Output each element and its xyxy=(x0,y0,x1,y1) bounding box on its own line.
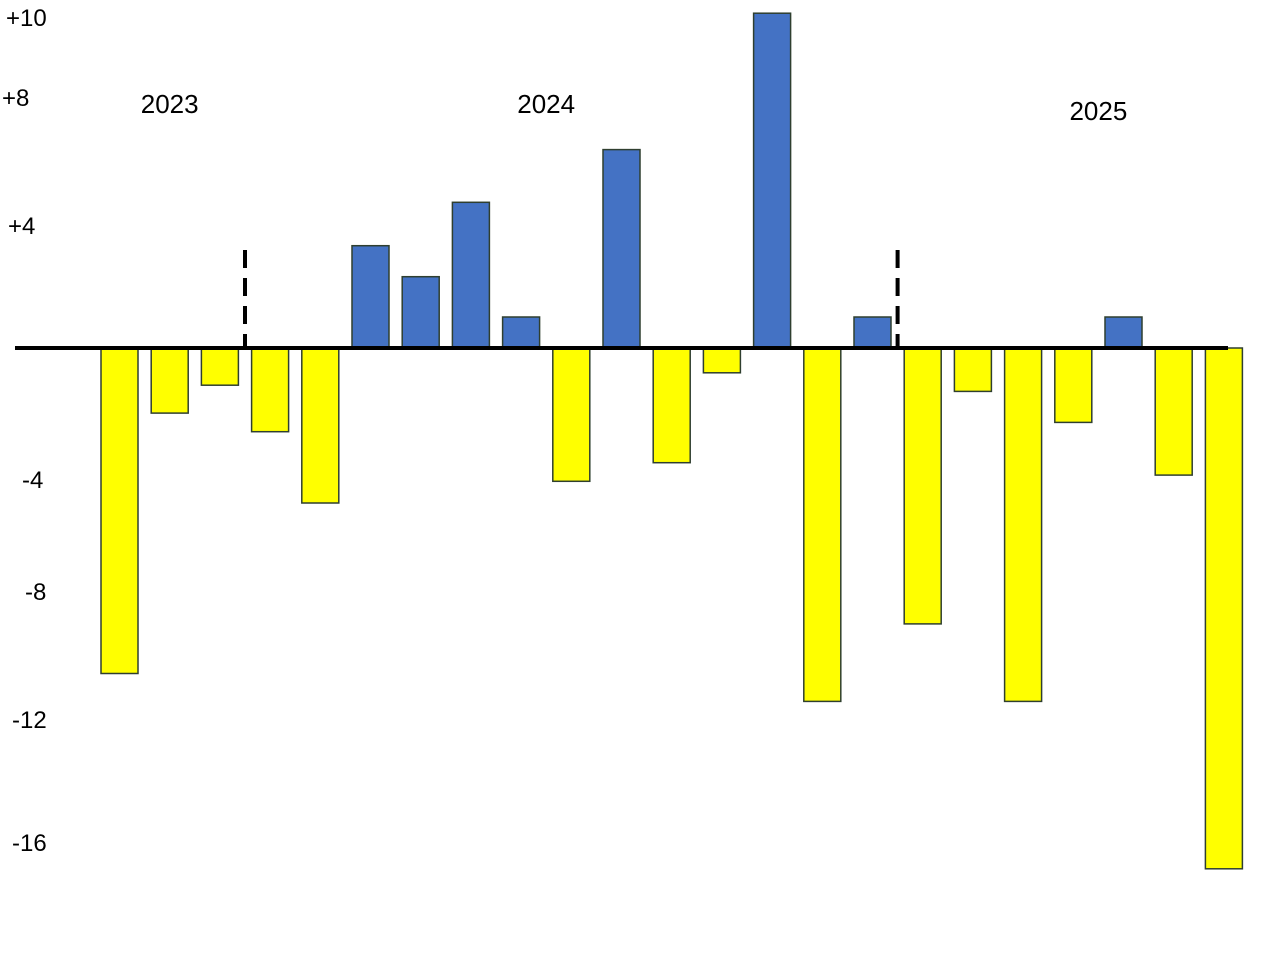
bar-14 xyxy=(752,12,792,349)
bar-22 xyxy=(1154,347,1193,476)
y-tick-label: +10 xyxy=(6,5,47,32)
year-labels: 2023 2024 2025 xyxy=(141,89,1128,126)
bar-17 xyxy=(903,347,942,625)
bar-10 xyxy=(552,347,591,483)
bar-6 xyxy=(351,244,390,349)
bar-8 xyxy=(451,201,491,349)
bar-7 xyxy=(401,275,440,349)
bar-13 xyxy=(702,347,742,374)
bar-23 xyxy=(1204,347,1244,870)
y-tick-label: +8 xyxy=(2,85,29,112)
bar-2 xyxy=(150,347,189,414)
bar-15 xyxy=(803,347,842,703)
bar-21 xyxy=(1104,316,1143,349)
y-tick-labels: +10 +8 +4 -4 -8 -12 -16 xyxy=(2,5,47,857)
year-label-2025: 2025 xyxy=(1069,96,1127,126)
bar-19 xyxy=(1003,347,1043,703)
y-tick-label: -12 xyxy=(12,707,47,734)
year-label-2024: 2024 xyxy=(517,89,575,119)
bar-5 xyxy=(301,347,340,504)
bar-16 xyxy=(853,316,892,349)
bar-9 xyxy=(501,316,541,349)
y-tick-label: -16 xyxy=(12,830,47,857)
bar-20 xyxy=(1054,347,1093,424)
bar-1 xyxy=(100,347,139,675)
year-label-2023: 2023 xyxy=(141,89,199,119)
year-dividers xyxy=(243,250,900,348)
y-tick-label: -8 xyxy=(25,579,46,606)
bar-4 xyxy=(250,347,290,433)
y-tick-label: +4 xyxy=(8,213,35,240)
bar-18 xyxy=(953,347,993,393)
bar-11 xyxy=(602,148,641,349)
bars-group xyxy=(100,12,1244,870)
bar-12 xyxy=(652,347,691,464)
y-tick-label: -4 xyxy=(22,467,43,494)
bar-3 xyxy=(200,347,240,386)
